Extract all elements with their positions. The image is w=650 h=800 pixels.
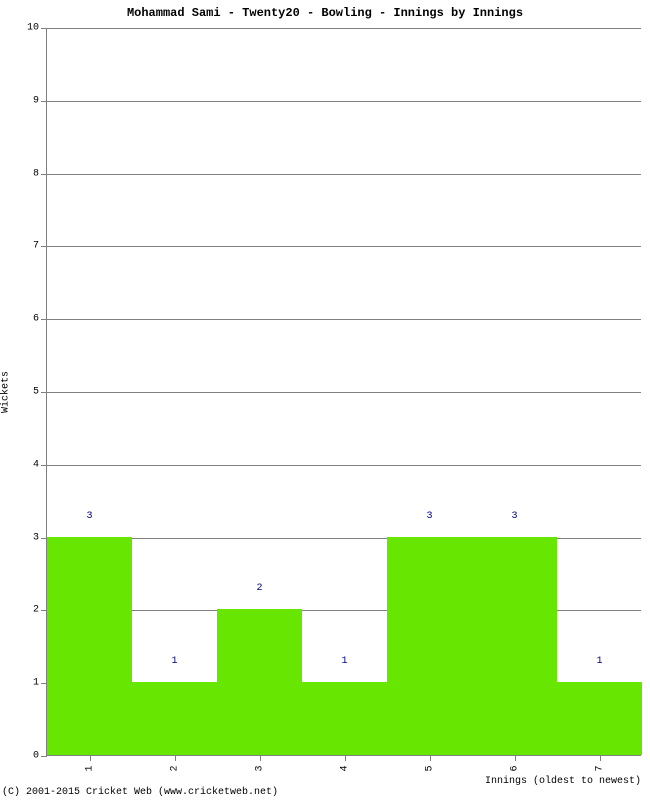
- bar-value-label: 2: [256, 583, 262, 596]
- ytick-label: 0: [33, 751, 39, 762]
- xtick: [90, 755, 91, 761]
- copyright-text: (C) 2001-2015 Cricket Web (www.cricketwe…: [2, 787, 278, 798]
- xaxis-title: Innings (oldest to newest): [485, 776, 641, 787]
- ytick: [41, 465, 47, 466]
- bar: [47, 537, 132, 755]
- ytick: [41, 392, 47, 393]
- gridline: [47, 392, 641, 393]
- bar-value-label: 1: [171, 656, 177, 669]
- bar: [557, 682, 642, 755]
- xtick-label: 7: [594, 765, 605, 771]
- ytick-label: 10: [27, 23, 39, 34]
- ytick: [41, 28, 47, 29]
- xtick: [515, 755, 516, 761]
- ytick: [41, 174, 47, 175]
- bar: [217, 609, 302, 755]
- ytick: [41, 246, 47, 247]
- ytick-label: 1: [33, 678, 39, 689]
- xtick-label: 3: [254, 765, 265, 771]
- chart-title: Mohammad Sami - Twenty20 - Bowling - Inn…: [0, 6, 650, 20]
- xtick-label: 4: [339, 765, 350, 771]
- gridline: [47, 101, 641, 102]
- xtick: [260, 755, 261, 761]
- bar-value-label: 3: [426, 511, 432, 524]
- gridline: [47, 319, 641, 320]
- xtick-label: 5: [424, 765, 435, 771]
- xtick-label: 6: [509, 765, 520, 771]
- plot-area: 01234567891012345673121331: [46, 28, 641, 756]
- xtick-label: 1: [84, 765, 95, 771]
- ytick-label: 7: [33, 241, 39, 252]
- xtick: [430, 755, 431, 761]
- ytick-label: 8: [33, 168, 39, 179]
- ytick-label: 3: [33, 532, 39, 543]
- bar-value-label: 3: [86, 511, 92, 524]
- ytick-label: 5: [33, 387, 39, 398]
- gridline: [47, 174, 641, 175]
- xtick: [600, 755, 601, 761]
- xtick: [175, 755, 176, 761]
- yaxis-title: Wickets: [1, 371, 12, 413]
- ytick-label: 2: [33, 605, 39, 616]
- bar-value-label: 1: [596, 656, 602, 669]
- ytick-label: 4: [33, 459, 39, 470]
- ytick: [41, 101, 47, 102]
- gridline: [47, 465, 641, 466]
- bar: [302, 682, 387, 755]
- gridline: [47, 28, 641, 29]
- gridline: [47, 246, 641, 247]
- xtick-label: 2: [169, 765, 180, 771]
- ytick-label: 9: [33, 95, 39, 106]
- ytick: [41, 756, 47, 757]
- chart-container: Mohammad Sami - Twenty20 - Bowling - Inn…: [0, 0, 650, 800]
- bar: [387, 537, 472, 755]
- bar: [472, 537, 557, 755]
- xtick: [345, 755, 346, 761]
- bar: [132, 682, 217, 755]
- ytick-label: 6: [33, 314, 39, 325]
- bar-value-label: 3: [511, 511, 517, 524]
- bar-value-label: 1: [341, 656, 347, 669]
- ytick: [41, 319, 47, 320]
